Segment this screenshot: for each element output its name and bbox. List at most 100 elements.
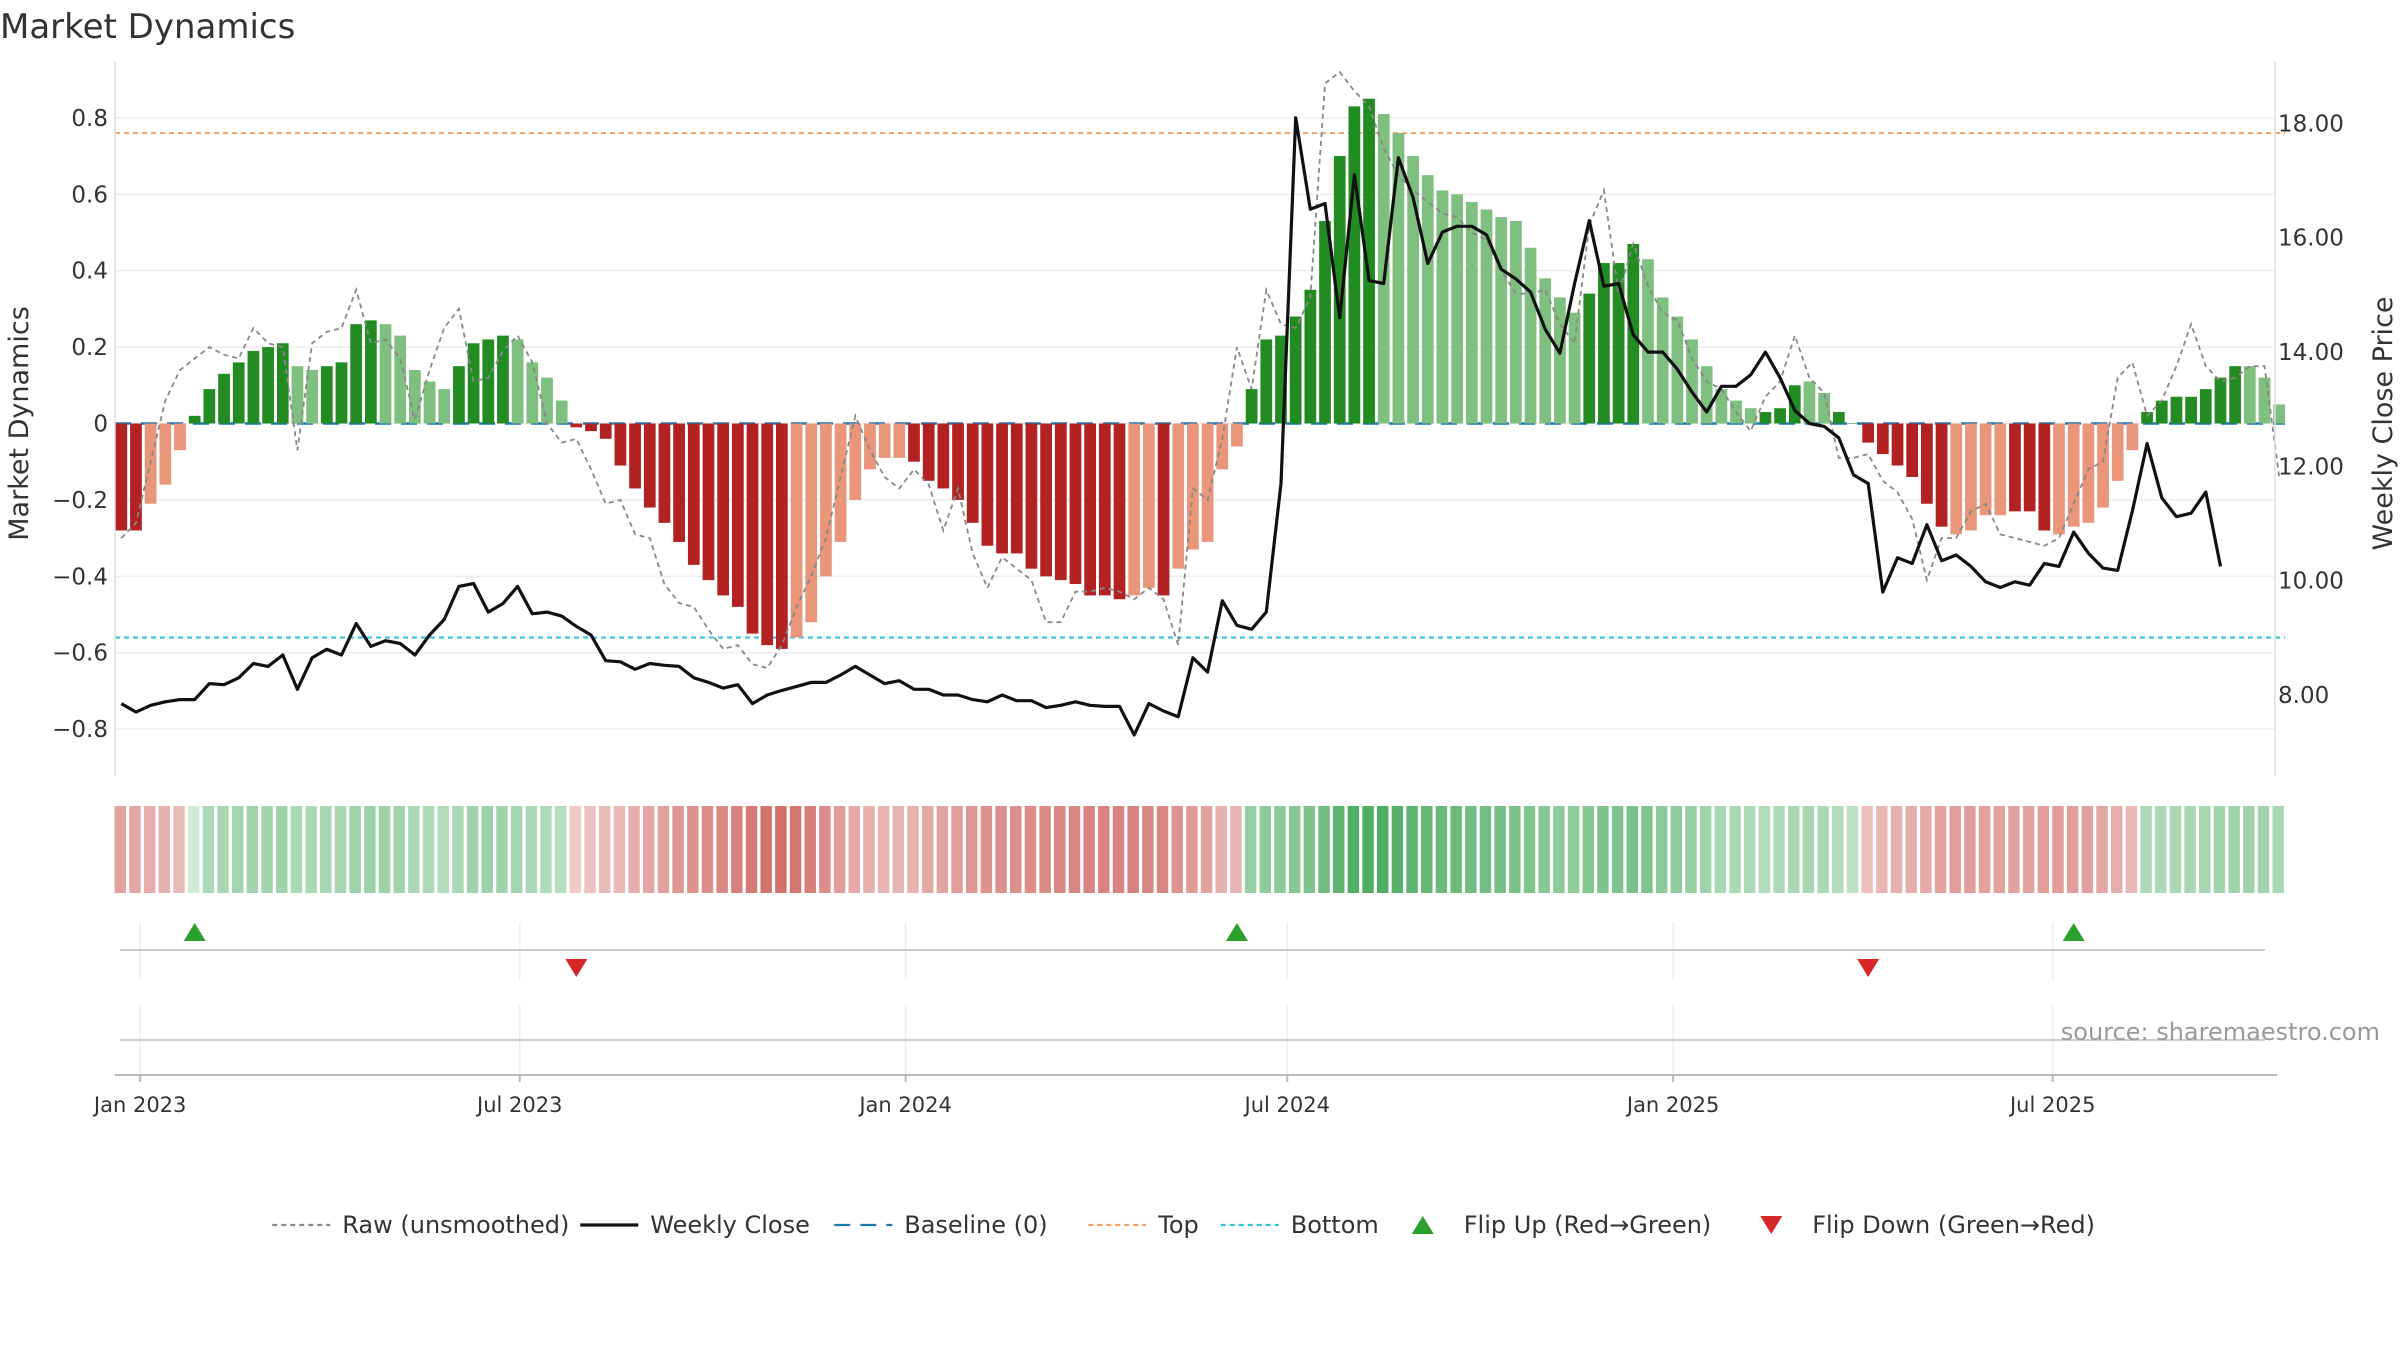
strength-cell [1846, 806, 1859, 893]
legend-item: Weekly Close [580, 1211, 810, 1239]
strength-cell [143, 806, 156, 893]
strength-cell [1171, 806, 1183, 893]
dynamics-bar [908, 423, 920, 462]
flip-up-marker [1225, 923, 1248, 941]
strength-cell [907, 806, 919, 893]
strength-cell [349, 806, 361, 893]
strength-cell [1435, 806, 1448, 893]
y2-tick-label: 10.00 [2278, 569, 2344, 595]
dynamics-bar [1803, 381, 1816, 424]
dynamics-bar [599, 423, 612, 439]
dynamics-bar [1642, 259, 1654, 424]
dynamics-bar [1187, 423, 1199, 550]
strength-cell [2184, 806, 2196, 893]
strength-cell [2125, 806, 2138, 893]
strength-cell [1978, 806, 1991, 893]
dynamics-bar [409, 370, 421, 424]
strength-cell [1230, 806, 1242, 893]
strength-cell [892, 806, 905, 893]
strength-cell [246, 806, 259, 893]
strength-cell [789, 806, 802, 893]
strength-cell [481, 806, 493, 893]
strength-cell [1376, 806, 1389, 893]
strength-cell [1303, 806, 1316, 893]
legend-label: Bottom [1291, 1211, 1379, 1239]
y-tick-label: −0.4 [52, 564, 108, 590]
strength-cell [393, 806, 405, 893]
strength-cell [1685, 806, 1697, 893]
strength-cell [598, 806, 611, 893]
dynamics-bar [673, 423, 685, 542]
dynamics-bar [541, 377, 553, 424]
dynamics-bar [453, 366, 465, 424]
strength-cell [1259, 806, 1272, 893]
flip-up-marker [183, 923, 206, 941]
strength-cell [965, 806, 978, 893]
dynamics-bar [2199, 389, 2212, 424]
strength-cell [731, 806, 743, 893]
dynamics-bar [878, 423, 891, 458]
flip-down-marker [565, 959, 588, 977]
dynamics-bar [2067, 423, 2080, 527]
y-tick-label: 0.2 [71, 335, 108, 361]
y-tick-label: −0.8 [52, 717, 108, 743]
strength-cell [1964, 806, 1976, 893]
strength-cell [863, 806, 875, 893]
strength-cell [1098, 806, 1110, 893]
strength-cell [554, 806, 567, 893]
dynamics-bar [922, 423, 935, 481]
strength-cell [1582, 806, 1594, 893]
strength-cell [114, 806, 127, 893]
strength-cell [2272, 806, 2284, 893]
strength-cell [187, 806, 200, 893]
strength-cell [1215, 806, 1227, 893]
date-axis: Jan 2023 Jul 2023 Jan 2024 Jul 2024 Jan 2025… [92, 1074, 2277, 1117]
dynamics-bar [1686, 339, 1698, 424]
dynamics-bar [1774, 408, 1786, 424]
strength-cell [1465, 806, 1477, 893]
strength-cell [2052, 806, 2064, 893]
dynamics-bar [1436, 190, 1449, 424]
strength-cell [540, 806, 552, 893]
dynamics-bar [1700, 366, 1713, 424]
strength-cell [775, 806, 787, 893]
dynamics-bar [1172, 423, 1185, 569]
dynamics-bar [1348, 106, 1361, 424]
strength-cell [261, 806, 273, 893]
dynamics-bar [1319, 221, 1331, 424]
strength-cell [2213, 806, 2226, 893]
strength-cell [1112, 806, 1125, 893]
strength-cell [1655, 806, 1668, 893]
strength-cell [1949, 806, 1961, 893]
dynamics-bar [1128, 423, 1141, 596]
dynamics-bar [1392, 133, 1405, 424]
dynamics-bar [482, 339, 495, 424]
dynamics-bar [218, 373, 230, 424]
dynamics-bar [188, 415, 201, 424]
y-tick-label: 0.8 [71, 106, 108, 132]
dynamics-bar [1377, 114, 1390, 424]
strength-cell [2110, 806, 2123, 893]
y-tick-label: 0.6 [71, 182, 108, 208]
strength-cell [1347, 806, 1360, 893]
dynamics-bar [2258, 377, 2271, 424]
strength-cell [1832, 806, 1844, 893]
strength-cell [217, 806, 229, 893]
strength-cell [1406, 806, 1418, 893]
dynamics-bar [1084, 423, 1097, 596]
strength-cell [1641, 806, 1653, 893]
strength-cell [1523, 806, 1536, 893]
strength-cell [1127, 806, 1139, 893]
strength-cell [1538, 806, 1550, 893]
dynamics-bar [159, 423, 172, 485]
strength-cell [1083, 806, 1095, 893]
legend-item: Bottom [1220, 1211, 1379, 1239]
dynamics-bar [232, 362, 245, 424]
dynamics-bar [893, 423, 906, 458]
dynamics-bar [1539, 278, 1552, 424]
strength-cell [2022, 806, 2035, 893]
strength-cell [1186, 806, 1198, 893]
dynamics-bar [1744, 408, 1757, 424]
strength-cell [1597, 806, 1609, 893]
